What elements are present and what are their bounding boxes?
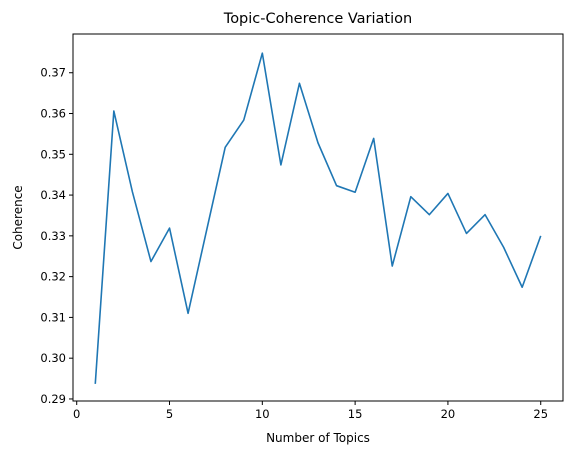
- y-tick-label: 0.37: [40, 66, 66, 80]
- y-axis-label: Coherence: [11, 185, 25, 249]
- x-tick-label: 5: [166, 407, 173, 421]
- x-tick-label: 15: [348, 407, 363, 421]
- x-tick-label: 0: [73, 407, 80, 421]
- y-tick-label: 0.31: [40, 310, 66, 324]
- x-tick-label: 25: [533, 407, 548, 421]
- y-tick-label: 0.29: [40, 392, 66, 406]
- y-tick-label: 0.35: [40, 147, 66, 161]
- x-axis-label: Number of Topics: [266, 431, 370, 445]
- x-tick-label: 20: [441, 407, 456, 421]
- y-tick-label: 0.32: [40, 270, 66, 284]
- y-tick-label: 0.34: [40, 188, 66, 202]
- y-tick-label: 0.33: [40, 229, 66, 243]
- y-tick-label: 0.36: [40, 107, 66, 121]
- y-tick-label: 0.30: [40, 351, 66, 365]
- chart-title: Topic-Coherence Variation: [223, 11, 412, 27]
- x-tick-label: 10: [255, 407, 270, 421]
